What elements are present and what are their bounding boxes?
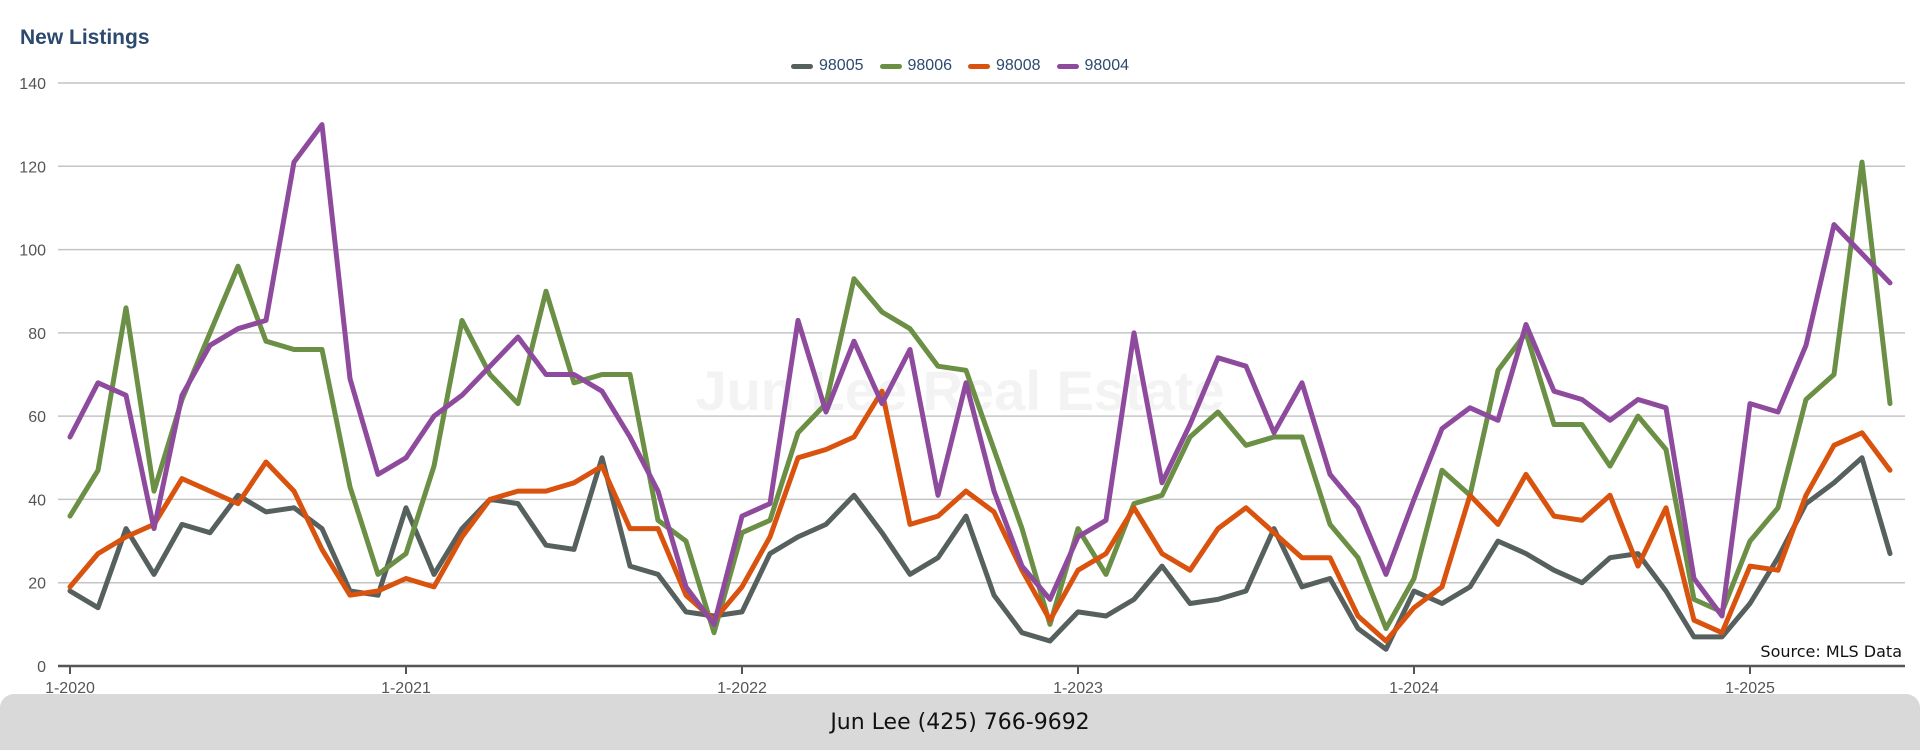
legend-label-98008: 98008 bbox=[996, 57, 1041, 74]
legend-swatch-98008 bbox=[968, 63, 990, 69]
series-lines bbox=[67, 122, 1893, 652]
y-tick-label: 20 bbox=[28, 576, 46, 593]
y-tick-label: 120 bbox=[19, 159, 46, 176]
legend-item-98005[interactable]: 98005 bbox=[791, 57, 864, 75]
x-axis: 1-2020 1-2021 1-2022 1-2023 1-2024 1-2025 bbox=[45, 664, 1905, 694]
y-axis-ticks: 0 20 40 60 80 100 120 140 bbox=[19, 76, 46, 676]
y-tick-label: 100 bbox=[19, 243, 46, 260]
legend-label-98005: 98005 bbox=[819, 57, 864, 74]
x-tick-label: 1-2021 bbox=[381, 680, 431, 694]
series-line-98006 bbox=[67, 159, 1893, 636]
y-tick-label: 80 bbox=[28, 326, 46, 343]
series-line-98005 bbox=[67, 455, 1893, 652]
series-line-98004 bbox=[67, 122, 1893, 627]
y-tick-label: 60 bbox=[28, 409, 46, 426]
footer-bar: Jun Lee (425) 766-9692 bbox=[0, 694, 1920, 750]
x-tick-label: 1-2024 bbox=[1389, 680, 1439, 694]
legend-item-98006[interactable]: 98006 bbox=[879, 57, 953, 75]
series-line-98008 bbox=[67, 388, 1893, 644]
x-tick-label: 1-2022 bbox=[717, 680, 767, 694]
chart-title: New Listings bbox=[20, 26, 150, 49]
legend-item-98004[interactable]: 98004 bbox=[1056, 57, 1130, 75]
y-tick-label: 40 bbox=[28, 492, 46, 509]
y-tick-label: 140 bbox=[19, 76, 46, 93]
legend-label-98004: 98004 bbox=[1084, 57, 1130, 74]
y-tick-label: 0 bbox=[37, 659, 46, 676]
x-tick-label: 1-2023 bbox=[1053, 680, 1103, 694]
legend-swatch-98006 bbox=[879, 63, 902, 69]
footer-contact: Jun Lee (425) 766-9692 bbox=[830, 709, 1090, 735]
source-note: Source: MLS Data bbox=[1760, 642, 1902, 661]
x-tick-label: 1-2020 bbox=[45, 680, 95, 694]
legend-swatch-98005 bbox=[791, 63, 813, 69]
legend: 98005 98006 98008 98004 bbox=[0, 57, 1920, 75]
legend-item-98008[interactable]: 98008 bbox=[968, 57, 1041, 75]
x-tick-label: 1-2025 bbox=[1725, 680, 1775, 694]
gridlines bbox=[58, 82, 1905, 584]
legend-swatch-98004 bbox=[1056, 63, 1079, 69]
legend-label-98006: 98006 bbox=[907, 57, 953, 74]
